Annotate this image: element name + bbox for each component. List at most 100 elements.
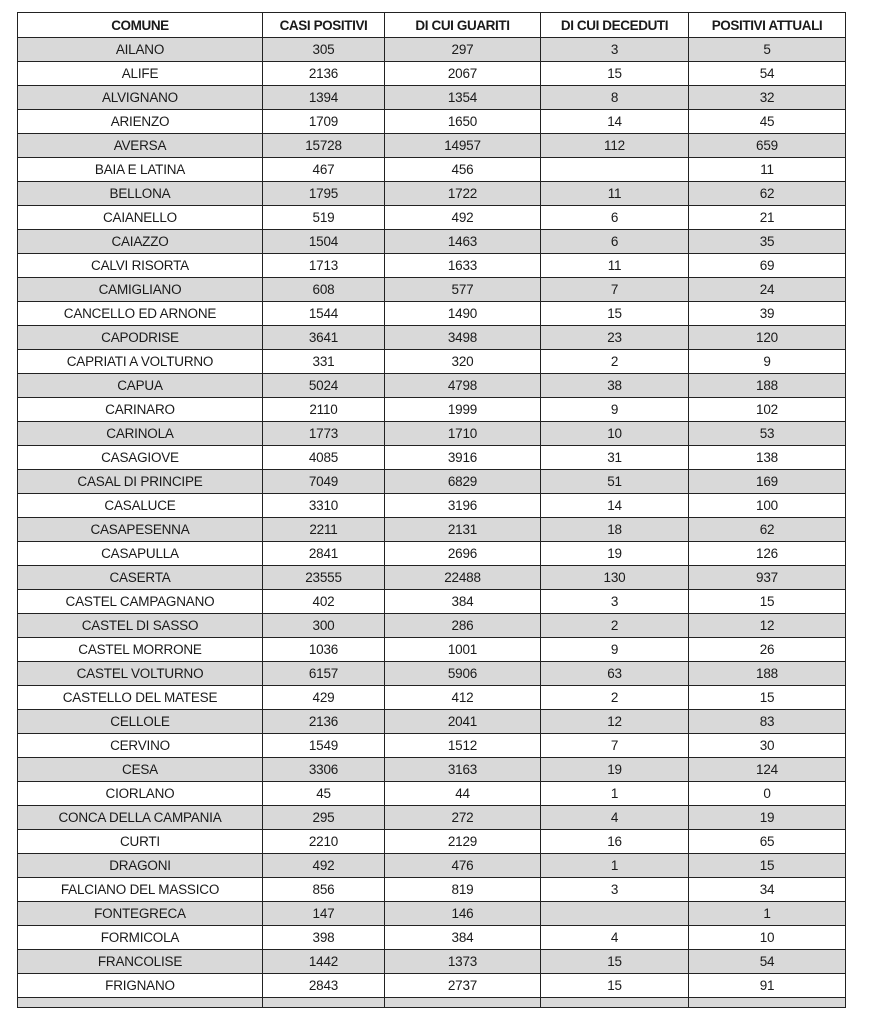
table-row: CASAPESENNA 2211 2131 18 62 — [17, 517, 846, 542]
cell-deceduti: 9 — [540, 397, 689, 422]
cell-deceduti: 4 — [540, 925, 689, 950]
table-row: CERVINO 1549 1512 7 30 — [17, 733, 846, 758]
cell-comune: BAIA E LATINA — [17, 157, 263, 182]
cell-comune: CASTEL VOLTURNO — [17, 661, 263, 686]
table-row: AILANO 305 297 3 5 — [17, 37, 846, 62]
cell-guariti: 3498 — [384, 325, 541, 350]
cell-positivi-attuali: 15 — [688, 589, 846, 614]
cell-comune: CAMIGLIANO — [17, 277, 263, 302]
cell-positivi-attuali: 53 — [688, 421, 846, 446]
cell-positivi-attuali: 102 — [688, 397, 846, 422]
cell-comune: AVERSA — [17, 133, 263, 158]
cell-deceduti: 14 — [540, 109, 689, 134]
cell-comune: FALCIANO DEL MASSICO — [17, 877, 263, 902]
cell-positivi-attuali: 100 — [688, 493, 846, 518]
cell-deceduti: 2 — [540, 349, 689, 374]
cell-casi-positivi: 1036 — [262, 637, 385, 662]
cell-guariti: 22488 — [384, 565, 541, 590]
cell-guariti: 286 — [384, 613, 541, 638]
cell-positivi-attuali: 26 — [688, 637, 846, 662]
header-comune: COMUNE — [17, 12, 263, 38]
cell-deceduti: 19 — [540, 541, 689, 566]
table-row: CASTEL CAMPAGNANO 402 384 3 15 — [17, 589, 846, 614]
table-row: CAIANELLO 519 492 6 21 — [17, 205, 846, 230]
cell-guariti: 1373 — [384, 949, 541, 974]
header-di-cui-deceduti: DI CUI DECEDUTI — [540, 12, 689, 38]
cell-deceduti: 3 — [540, 877, 689, 902]
table-row: CASTEL DI SASSO 300 286 2 12 — [17, 613, 846, 638]
cell-guariti: 1354 — [384, 85, 541, 110]
cell-guariti: 577 — [384, 277, 541, 302]
header-casi-positivi: CASI POSITIVI — [262, 12, 385, 38]
cell-casi-positivi: 2841 — [262, 541, 385, 566]
cell-deceduti: 1 — [540, 853, 689, 878]
cell-deceduti: 130 — [540, 565, 689, 590]
cell-deceduti — [540, 157, 689, 182]
cell-guariti: 819 — [384, 877, 541, 902]
cell-positivi-attuali: 91 — [688, 973, 846, 998]
cell-guariti: 2067 — [384, 61, 541, 86]
cell-comune: CASERTA — [17, 565, 263, 590]
cell-deceduti: 9 — [540, 637, 689, 662]
cell-comune: CERVINO — [17, 733, 263, 758]
cell-comune: ALIFE — [17, 61, 263, 86]
cell-deceduti: 63 — [540, 661, 689, 686]
cell-casi-positivi: 1544 — [262, 301, 385, 326]
cell-casi-positivi: 331 — [262, 349, 385, 374]
cell-positivi-attuali: 126 — [688, 541, 846, 566]
cell-positivi-attuali: 188 — [688, 373, 846, 398]
cell-positivi-attuali: 21 — [688, 205, 846, 230]
cell-comune: CAPODRISE — [17, 325, 263, 350]
cell-casi-positivi: 398 — [262, 925, 385, 950]
header-row: COMUNE CASI POSITIVI DI CUI GUARITI DI C… — [17, 12, 846, 38]
cell-guariti: 14957 — [384, 133, 541, 158]
cell-deceduti: 6 — [540, 229, 689, 254]
cell-casi-positivi — [262, 997, 385, 1008]
cell-casi-positivi: 608 — [262, 277, 385, 302]
header-positivi-attuali: POSITIVI ATTUALI — [688, 12, 846, 38]
cell-deceduti: 16 — [540, 829, 689, 854]
cell-positivi-attuali: 62 — [688, 517, 846, 542]
cell-guariti: 1512 — [384, 733, 541, 758]
cell-deceduti: 7 — [540, 277, 689, 302]
cell-comune: CAPRIATI A VOLTURNO — [17, 349, 263, 374]
table-row: CIORLANO 45 44 1 0 — [17, 781, 846, 806]
cell-positivi-attuali: 30 — [688, 733, 846, 758]
cell-guariti: 2041 — [384, 709, 541, 734]
cell-comune: CASAL DI PRINCIPE — [17, 469, 263, 494]
cell-deceduti: 15 — [540, 949, 689, 974]
cell-comune: CAIANELLO — [17, 205, 263, 230]
cell-guariti: 1999 — [384, 397, 541, 422]
table-row: CANCELLO ED ARNONE 1544 1490 15 39 — [17, 301, 846, 326]
cell-comune: CASTEL MORRONE — [17, 637, 263, 662]
table-row: FALCIANO DEL MASSICO 856 819 3 34 — [17, 877, 846, 902]
cell-comune: CURTI — [17, 829, 263, 854]
table-row: CAIAZZO 1504 1463 6 35 — [17, 229, 846, 254]
cell-guariti — [384, 997, 541, 1008]
table-row: ALIFE 2136 2067 15 54 — [17, 61, 846, 86]
cell-casi-positivi: 1394 — [262, 85, 385, 110]
cell-comune: FORMICOLA — [17, 925, 263, 950]
cell-casi-positivi: 7049 — [262, 469, 385, 494]
cell-comune: FRIGNANO — [17, 973, 263, 998]
cell-comune: CONCA DELLA CAMPANIA — [17, 805, 263, 830]
cell-comune: ARIENZO — [17, 109, 263, 134]
cell-positivi-attuali: 45 — [688, 109, 846, 134]
cell-positivi-attuali: 15 — [688, 853, 846, 878]
cell-casi-positivi: 1549 — [262, 733, 385, 758]
cell-deceduti: 11 — [540, 181, 689, 206]
cell-guariti: 1722 — [384, 181, 541, 206]
cell-guariti: 44 — [384, 781, 541, 806]
table-body: AILANO 305 297 3 5 ALIFE 2136 2067 15 54 ALVIGNANO… — [17, 37, 846, 1008]
cell-casi-positivi: 2110 — [262, 397, 385, 422]
table-row: CESA 3306 3163 19 124 — [17, 757, 846, 782]
cell-guariti: 272 — [384, 805, 541, 830]
cell-comune: CASAGIOVE — [17, 445, 263, 470]
cell-positivi-attuali: 12 — [688, 613, 846, 638]
cell-positivi-attuali: 937 — [688, 565, 846, 590]
cell-positivi-attuali: 120 — [688, 325, 846, 350]
cell-positivi-attuali: 32 — [688, 85, 846, 110]
table-row: FRANCOLISE 1442 1373 15 54 — [17, 949, 846, 974]
cell-casi-positivi: 2210 — [262, 829, 385, 854]
table-row: CASTELLO DEL MATESE 429 412 2 15 — [17, 685, 846, 710]
